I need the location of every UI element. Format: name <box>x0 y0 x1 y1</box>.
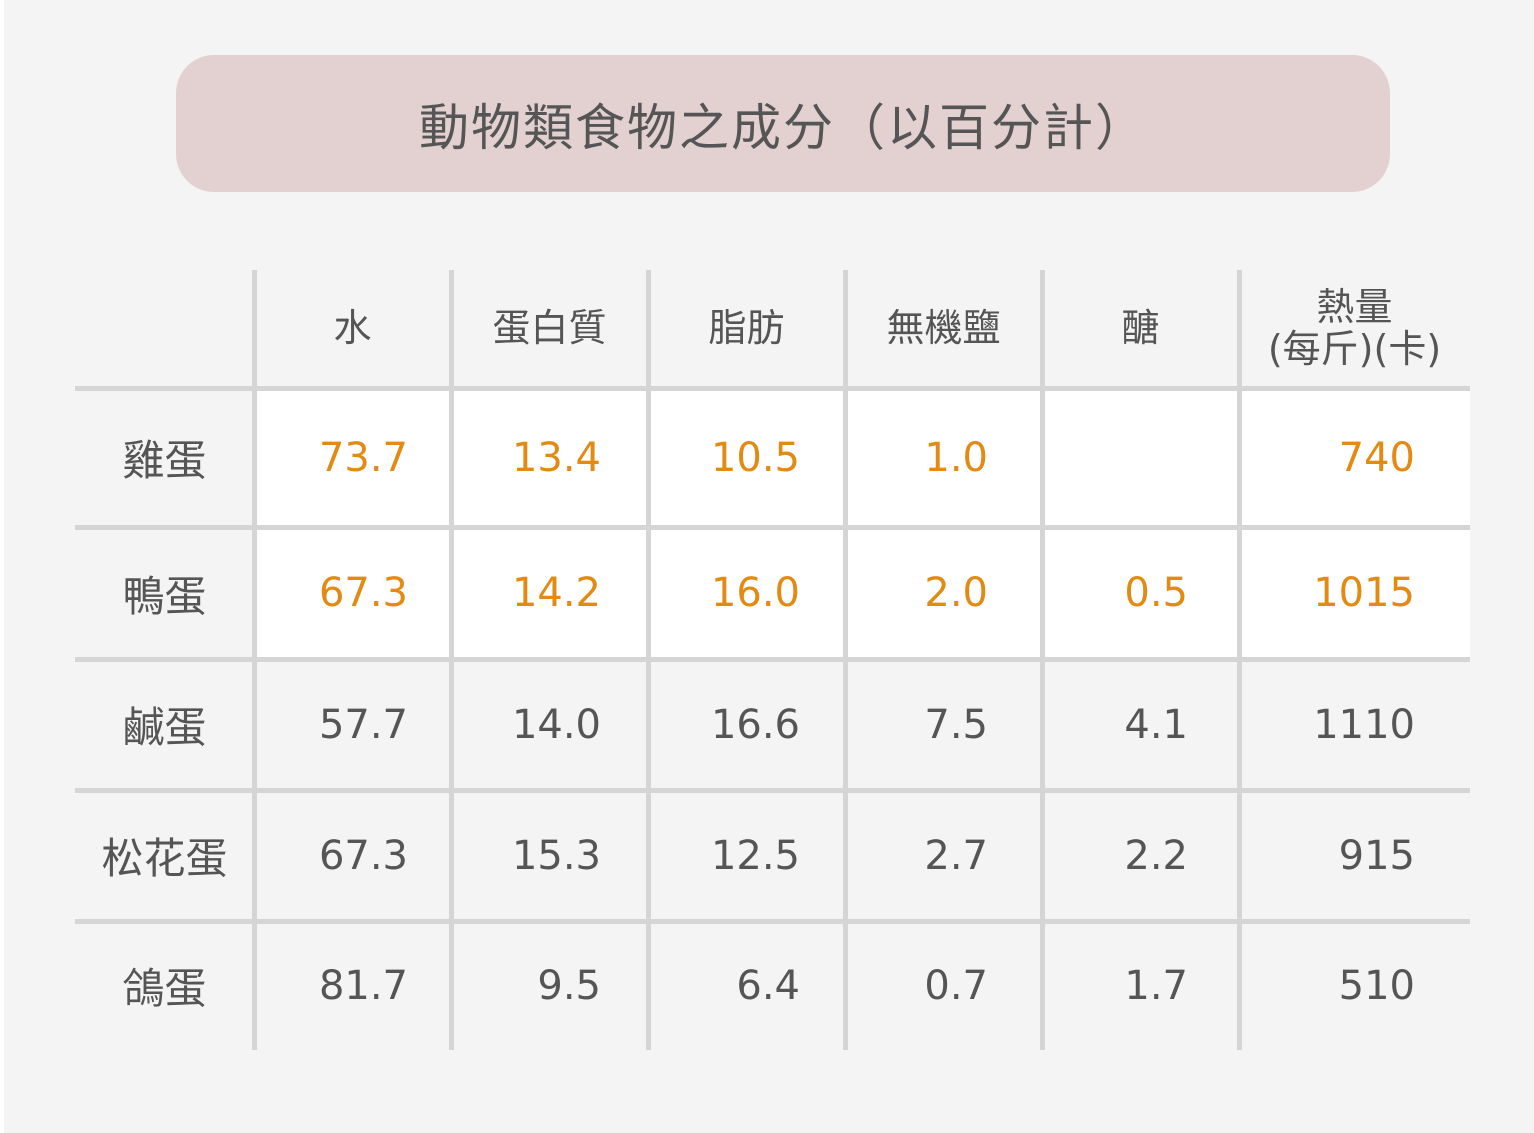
table-cell: 1110 <box>1313 701 1415 748</box>
column-header: 醣 <box>1121 306 1160 351</box>
table-cell: 915 <box>1338 832 1415 879</box>
table-cell: 0.5 <box>1124 570 1188 616</box>
column-divider <box>1237 270 1242 1050</box>
column-divider <box>843 270 848 1050</box>
table-cell: 57.7 <box>318 701 408 748</box>
chart-title: 動物類食物之成分（以百分計） <box>419 98 1147 157</box>
table-cell: 7.5 <box>924 701 988 748</box>
row-divider <box>75 788 1470 793</box>
table-cell: 1.7 <box>1124 962 1188 1009</box>
column-header-energy: 熱量 (每斤)(卡) <box>1239 270 1470 388</box>
table-cell: 12.5 <box>710 832 800 879</box>
column-header: 脂肪 <box>708 306 785 351</box>
table-cell: 2.7 <box>924 832 988 879</box>
table-cell: 13.4 <box>511 434 601 481</box>
table-cell: 81.7 <box>318 962 408 1009</box>
column-header: 蛋白質 <box>492 306 607 351</box>
highlight-row-bg <box>254 527 1470 659</box>
energy-header-line2: (每斤)(卡) <box>1267 327 1442 371</box>
table-cell: 67.3 <box>318 832 408 879</box>
table-cell: 10.5 <box>710 434 800 481</box>
column-divider <box>252 270 257 1050</box>
row-divider <box>75 919 1470 924</box>
table-cell: 2.2 <box>1124 832 1188 879</box>
row-label: 雞蛋 <box>122 436 207 485</box>
table-cell: 0.7 <box>924 962 988 1009</box>
table-cell: 1015 <box>1313 570 1415 616</box>
table-cell: 67.3 <box>318 570 408 616</box>
table-cell: 16.0 <box>710 570 800 616</box>
highlight-row-bg <box>254 388 1470 527</box>
table-cell: 510 <box>1338 962 1415 1009</box>
row-label: 松花蛋 <box>101 834 228 883</box>
page-edge <box>0 0 4 1133</box>
table-cell: 6.4 <box>736 962 800 1009</box>
row-divider <box>75 525 1470 530</box>
table-cell: 9.5 <box>537 962 601 1009</box>
column-divider <box>646 270 651 1050</box>
row-label: 鹹蛋 <box>122 703 207 752</box>
table-cell <box>1042 388 1188 527</box>
column-divider <box>449 270 454 1050</box>
table-cell: 15.3 <box>511 832 601 879</box>
row-label: 鴨蛋 <box>122 571 207 621</box>
row-divider <box>75 657 1470 662</box>
table-cell: 16.6 <box>710 701 800 748</box>
column-divider <box>1040 270 1045 1050</box>
title-banner: 動物類食物之成分（以百分計） <box>176 55 1390 192</box>
row-label: 鴿蛋 <box>122 964 207 1013</box>
table-cell: 14.2 <box>511 570 601 616</box>
table-cell: 1.0 <box>924 434 988 481</box>
table-cell: 73.7 <box>318 434 408 481</box>
row-divider <box>75 386 1470 391</box>
table-cell: 740 <box>1338 434 1415 481</box>
table-cell: 2.0 <box>924 570 988 616</box>
table-cell: 4.1 <box>1124 701 1188 748</box>
table-cell: 14.0 <box>511 701 601 748</box>
column-header: 水 <box>333 306 372 351</box>
energy-header-line1: 熱量 <box>1316 285 1393 330</box>
column-header: 無機鹽 <box>886 306 1001 351</box>
